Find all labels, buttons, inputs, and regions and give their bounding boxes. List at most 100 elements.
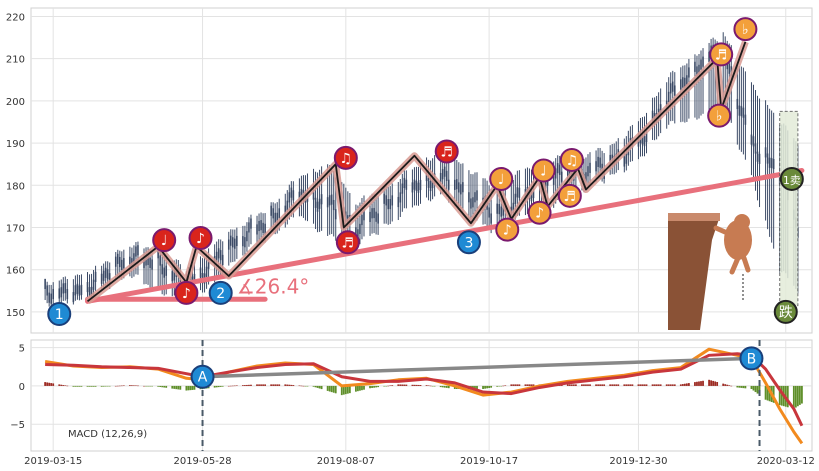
histogram-bar <box>219 385 222 387</box>
candle-body <box>387 199 390 210</box>
candle-body <box>641 134 644 145</box>
candle-body <box>171 271 174 282</box>
candle-body <box>419 179 422 191</box>
candle-body <box>219 250 222 261</box>
histogram-bar <box>318 385 321 389</box>
histogram-bar <box>722 383 725 386</box>
histogram-bar <box>752 385 755 391</box>
candle-body <box>770 157 773 169</box>
pivot-marker-blue: 2 <box>208 280 233 305</box>
marker-label: 1 <box>55 307 64 323</box>
bear-arm <box>713 225 728 235</box>
histogram-bar <box>133 385 135 386</box>
histogram-bar <box>62 385 65 386</box>
histogram-bar <box>397 384 400 386</box>
candle-body <box>696 66 698 77</box>
candle-body <box>258 220 260 232</box>
candle-body <box>512 202 515 213</box>
candle-body <box>114 256 117 267</box>
histogram-bar <box>177 385 180 390</box>
candle-body <box>314 197 317 208</box>
histogram-bar <box>344 385 347 395</box>
candle-body <box>48 292 50 303</box>
candle-body <box>399 192 402 203</box>
marker-label: ♪ <box>503 223 512 239</box>
histogram-bar <box>330 385 333 393</box>
candle-body <box>74 285 77 296</box>
histogram-bar <box>58 384 61 386</box>
marker-circle <box>333 145 358 170</box>
candle-body <box>62 283 65 294</box>
histogram-bar <box>246 384 248 386</box>
candle-body <box>589 162 591 173</box>
macd-y-tick-label: −5 <box>10 420 25 431</box>
histogram-bar <box>764 385 767 400</box>
candle-body <box>645 131 648 143</box>
histogram-bar <box>377 385 380 388</box>
histogram-bar <box>217 385 220 388</box>
candle-body <box>490 213 492 224</box>
histogram-bar <box>369 385 371 389</box>
candle-body <box>768 157 771 168</box>
histogram-bar <box>566 384 569 386</box>
candle-body <box>470 198 472 209</box>
histogram-bar <box>363 385 365 390</box>
candle-body <box>118 256 121 268</box>
histogram-bar <box>629 384 632 386</box>
histogram-bar <box>256 384 258 386</box>
histogram-bar <box>248 384 250 386</box>
x-tick-label: 2019-12-30 <box>609 456 667 467</box>
marker-circle <box>188 226 213 251</box>
candle-body <box>496 203 498 214</box>
histogram-bar <box>286 384 289 386</box>
candle-body <box>332 199 335 211</box>
histogram-bar <box>342 385 345 395</box>
histogram-bar <box>631 384 634 386</box>
marker-label: ♪ <box>535 206 544 222</box>
candle-body <box>585 172 587 183</box>
histogram-bar <box>399 384 402 386</box>
marker-circle <box>495 217 520 242</box>
histogram-bar <box>302 385 305 387</box>
histogram-bar <box>387 385 390 387</box>
candle-body <box>246 231 248 242</box>
histogram-bar <box>476 385 478 389</box>
histogram-bar <box>581 384 583 386</box>
x-tick-label: 2020-03-12 <box>757 456 815 467</box>
histogram-bar <box>710 380 712 386</box>
histogram-bar <box>147 385 149 387</box>
histogram-bar <box>44 382 47 386</box>
histogram-bar <box>679 384 682 386</box>
candle-body <box>100 273 103 284</box>
histogram-bar <box>116 385 119 387</box>
histogram-bar <box>145 385 147 387</box>
histogram-bar <box>264 384 266 386</box>
candle-body <box>756 151 759 162</box>
candle-body <box>159 255 161 266</box>
histogram-bar <box>716 381 719 386</box>
histogram-bar <box>524 384 527 386</box>
histogram-bar <box>157 385 160 387</box>
histogram-bar <box>312 385 315 387</box>
candle-body <box>262 222 264 233</box>
candle-body <box>288 192 291 203</box>
candle-body <box>316 201 319 212</box>
candle-body <box>458 182 460 193</box>
histogram-bar <box>740 385 743 388</box>
candle-body <box>698 64 700 75</box>
candle-body <box>151 259 153 270</box>
histogram-bar <box>724 384 727 386</box>
candle-body <box>587 166 589 177</box>
x-tick-label: 2019-03-15 <box>24 456 82 467</box>
pivot-marker-orange: ♭ <box>733 17 758 42</box>
marker-circle <box>559 147 584 172</box>
histogram-bar <box>340 385 343 396</box>
candle-body <box>290 187 293 198</box>
divergence-line <box>202 356 752 379</box>
histogram-bar <box>80 385 83 387</box>
candle-body <box>609 154 611 166</box>
histogram-bar <box>482 385 484 389</box>
pivot-marker-orange: ♩ <box>489 166 514 191</box>
histogram-bar <box>60 384 63 386</box>
macd-label: MACD (12,26,9) <box>68 429 147 440</box>
